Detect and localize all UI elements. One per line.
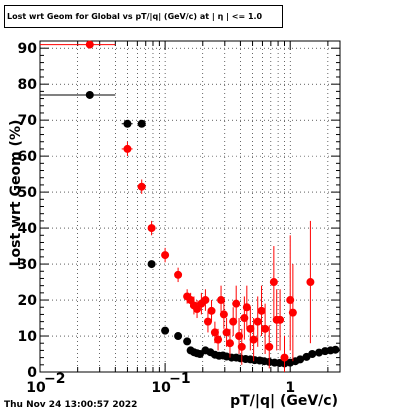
x-tick-label: 10 bbox=[151, 380, 171, 396]
y-tick-label: 20 bbox=[18, 293, 38, 309]
data-point bbox=[161, 251, 170, 260]
y-tick-label: 60 bbox=[18, 149, 38, 165]
data-point bbox=[253, 317, 262, 326]
x-tick-exponent: −1 bbox=[169, 371, 190, 387]
data-point bbox=[85, 90, 94, 99]
axis-ticks bbox=[39, 40, 340, 373]
data-point bbox=[276, 315, 285, 324]
plot-frame bbox=[39, 40, 341, 373]
timestamp: Thu Nov 24 13:00:57 2022 bbox=[4, 400, 138, 410]
y-axis-title: Lost wrt Geom (%) bbox=[8, 120, 24, 267]
data-point bbox=[286, 296, 295, 305]
x-axis-title: pT/|q| (GeV/c) bbox=[230, 393, 338, 409]
data-marks bbox=[40, 40, 340, 372]
series-0 bbox=[40, 90, 340, 368]
data-point bbox=[237, 342, 246, 351]
data-point bbox=[147, 224, 156, 233]
x-tick-label: 1 bbox=[285, 380, 295, 396]
data-point bbox=[137, 182, 146, 191]
data-point bbox=[214, 335, 223, 344]
x-tick-label: 10 bbox=[26, 380, 46, 396]
data-point bbox=[203, 317, 212, 326]
y-tick-label: 10 bbox=[18, 329, 38, 345]
data-point bbox=[123, 144, 132, 153]
data-point bbox=[217, 296, 226, 305]
data-point bbox=[201, 296, 210, 305]
data-point bbox=[235, 332, 244, 341]
data-point bbox=[161, 326, 170, 335]
chart-title: Lost wrt Geom for Global vs pT/|q| (GeV/… bbox=[4, 5, 283, 28]
data-point bbox=[315, 348, 324, 357]
data-point bbox=[269, 278, 278, 287]
y-tick-label: 80 bbox=[18, 77, 38, 93]
grid bbox=[39, 41, 340, 373]
data-point bbox=[246, 324, 255, 333]
data-point bbox=[265, 342, 274, 351]
data-point bbox=[222, 328, 231, 337]
data-point bbox=[232, 299, 241, 308]
data-point bbox=[147, 260, 156, 269]
data-point bbox=[296, 355, 305, 364]
y-tick-label: 50 bbox=[18, 185, 38, 201]
data-point bbox=[225, 339, 234, 348]
data-point bbox=[331, 345, 340, 354]
data-point bbox=[288, 308, 297, 317]
data-point bbox=[249, 335, 258, 344]
data-point bbox=[306, 278, 315, 287]
y-tick-label: 0 bbox=[27, 365, 37, 381]
data-point bbox=[257, 306, 266, 315]
data-point bbox=[183, 337, 192, 346]
y-tick-label: 30 bbox=[18, 257, 38, 273]
data-point bbox=[137, 119, 146, 128]
y-tick-label: 70 bbox=[18, 113, 38, 129]
data-point bbox=[210, 328, 219, 337]
data-point bbox=[242, 303, 251, 312]
data-point bbox=[174, 270, 183, 279]
x-tick-exponent: −2 bbox=[44, 371, 65, 387]
data-point bbox=[193, 305, 202, 314]
series-1 bbox=[40, 40, 315, 372]
data-point bbox=[207, 306, 216, 315]
y-tick-label: 90 bbox=[18, 41, 38, 57]
data-point bbox=[280, 353, 289, 362]
y-tick-label: 40 bbox=[18, 221, 38, 237]
data-point bbox=[123, 119, 132, 128]
data-point bbox=[229, 317, 238, 326]
data-point bbox=[174, 332, 183, 341]
data-point bbox=[261, 324, 270, 333]
data-point bbox=[308, 350, 317, 359]
data-point bbox=[85, 40, 94, 49]
data-point bbox=[219, 310, 228, 319]
